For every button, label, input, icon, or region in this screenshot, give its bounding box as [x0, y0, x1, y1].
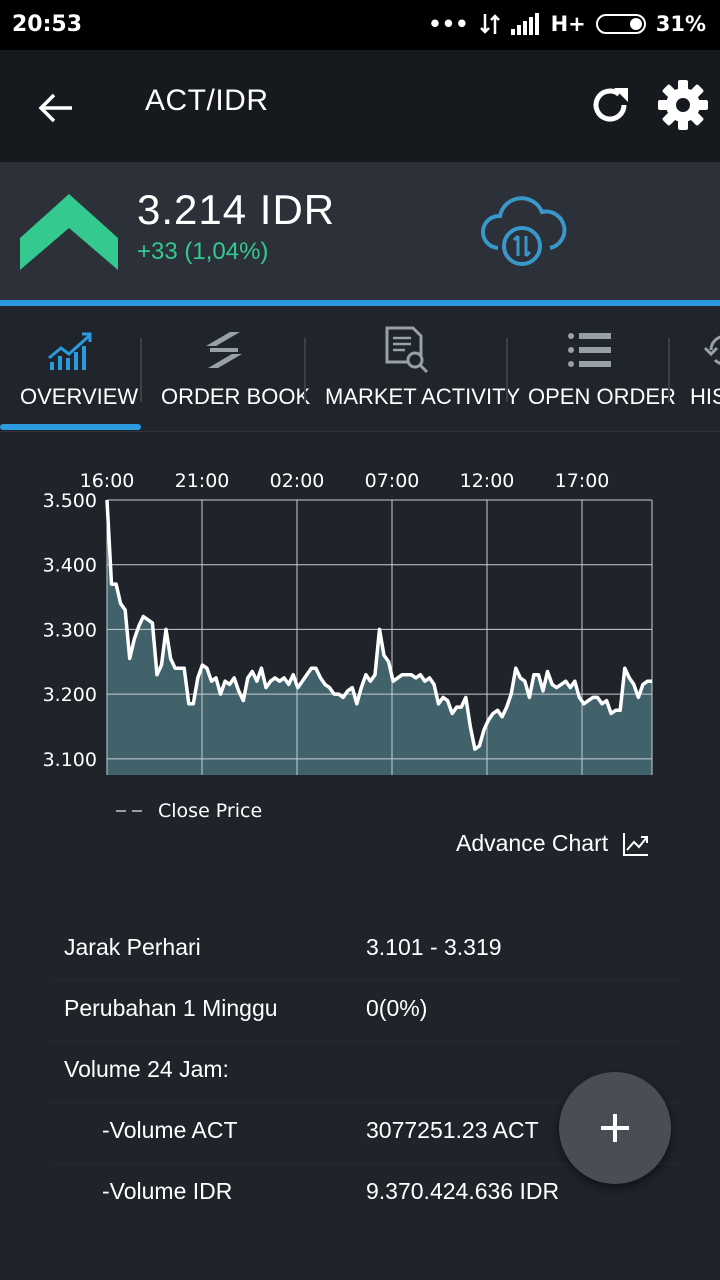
- more-dots-icon: •••: [428, 12, 469, 36]
- trend-chart-icon: [623, 832, 649, 856]
- stat-value: 9.370.424.636 IDR: [366, 1178, 560, 1204]
- status-time: 20:53: [12, 12, 83, 37]
- plus-icon: [601, 1114, 629, 1142]
- history-icon: [703, 335, 720, 365]
- y-tick-label: 3.100: [43, 749, 97, 771]
- stat-label: Volume 24 Jam:: [64, 1056, 229, 1082]
- add-fab-button[interactable]: [559, 1072, 671, 1184]
- stat-value: 0(0%): [366, 995, 428, 1021]
- swap-arrows-icon: [206, 332, 242, 368]
- list-icon: [568, 333, 611, 367]
- x-tick-label: 02:00: [270, 470, 325, 492]
- current-price: 3.214 IDR: [137, 186, 336, 233]
- data-transfer-icon: [479, 14, 500, 34]
- refresh-button[interactable]: [586, 80, 636, 130]
- stat-label: Jarak Perhari: [64, 934, 201, 960]
- tab-overview[interactable]: OVERVIEW: [0, 306, 141, 430]
- tab-separator: [668, 338, 670, 402]
- header-divider: [0, 300, 720, 306]
- tab-separator: [304, 338, 306, 402]
- y-tick-label: 3.300: [43, 619, 97, 641]
- y-tick-label: 3.200: [43, 684, 97, 706]
- advance-chart-label: Advance Chart: [456, 830, 609, 856]
- cloud-sync-icon[interactable]: [476, 190, 568, 270]
- ticker-header: [0, 162, 720, 300]
- stat-row-daily-range: Jarak Perhari 3.101 - 3.319: [50, 920, 680, 981]
- price-chart-svg: 3.500 3.400 3.300 3.200 3.100 16:00 21:00 02:00…: [43, 470, 653, 775]
- tab-separator: [506, 338, 508, 402]
- line-chart-icon: [48, 332, 92, 370]
- x-tick-label: 21:00: [175, 470, 230, 492]
- stat-value: 3077251.23 ACT: [366, 1117, 539, 1143]
- stat-label: -Volume IDR: [102, 1178, 233, 1204]
- tab-label-overview: OVERVIEW: [20, 384, 139, 409]
- tab-open-order[interactable]: OPEN ORDER: [509, 306, 676, 430]
- settings-button[interactable]: [656, 78, 710, 132]
- x-tick-label: 17:00: [555, 470, 610, 492]
- tab-bar: OVERVIEW ORDER BOOK MARKET ACTIVITY OPEN…: [0, 306, 720, 432]
- legend-label: Close Price: [158, 800, 263, 822]
- stat-label: Perubahan 1 Minggu: [64, 995, 278, 1021]
- stats-list: Jarak Perhari 3.101 - 3.319 Perubahan 1 …: [50, 920, 680, 1224]
- arrow-left-icon: [38, 93, 72, 123]
- price-chart[interactable]: 3.500 3.400 3.300 3.200 3.100 16:00 21:00 02:00…: [0, 450, 720, 870]
- close-price-line: [105, 499, 652, 751]
- legend-swatch: [116, 810, 144, 812]
- stat-row-volume-act: -Volume ACT 3077251.23 ACT: [50, 1103, 680, 1164]
- tab-order-book[interactable]: ORDER BOOK: [143, 306, 310, 430]
- price-change: +33 (1,04%): [137, 238, 269, 265]
- stat-value: 3.101 - 3.319: [366, 934, 502, 960]
- refresh-icon: [593, 88, 628, 122]
- signal-icon: [510, 13, 539, 35]
- x-tick-label: 16:00: [80, 470, 135, 492]
- network-type: H+: [550, 12, 586, 36]
- y-tick-label: 3.400: [43, 555, 97, 577]
- document-search-icon: [385, 326, 429, 374]
- advance-chart-button[interactable]: Advance Chart: [456, 830, 650, 857]
- page-title: ACT/IDR: [145, 84, 269, 117]
- battery-icon: [595, 14, 646, 34]
- active-tab-indicator: [0, 424, 141, 430]
- tab-label-market-activity: MARKET ACTIVITY: [325, 384, 521, 409]
- stat-row-volume-24h: Volume 24 Jam:: [50, 1042, 680, 1103]
- tab-label-order-book: ORDER BOOK: [161, 384, 311, 409]
- x-tick-label: 12:00: [460, 470, 515, 492]
- trend-up-icon: [20, 194, 118, 270]
- tab-label-history: HIS: [690, 384, 720, 409]
- gear-icon: [658, 80, 708, 130]
- y-tick-label: 3.500: [43, 490, 97, 512]
- x-tick-label: 07:00: [365, 470, 420, 492]
- tab-separator: [140, 338, 142, 402]
- stat-row-weekly-change: Perubahan 1 Minggu 0(0%): [50, 981, 680, 1042]
- tab-history[interactable]: HIS: [671, 306, 720, 430]
- app-bar: ACT/IDR: [0, 50, 720, 162]
- chart-legend: Close Price: [116, 800, 262, 822]
- battery-percent: 31%: [655, 12, 706, 36]
- stat-label: -Volume ACT: [102, 1117, 238, 1143]
- status-icons: ••• H+ 31%: [428, 12, 706, 36]
- stat-row-volume-idr: -Volume IDR 9.370.424.636 IDR: [50, 1164, 680, 1224]
- tab-label-open-order: OPEN ORDER: [528, 384, 676, 409]
- back-button[interactable]: [32, 84, 80, 132]
- status-bar: 20:53 ••• H+ 31%: [0, 0, 720, 50]
- tab-market-activity[interactable]: MARKET ACTIVITY: [307, 306, 520, 430]
